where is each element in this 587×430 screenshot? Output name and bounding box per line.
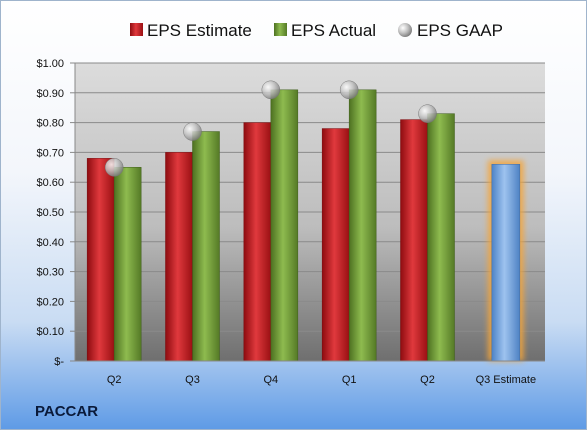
bar-eps-actual bbox=[427, 113, 455, 362]
bar-eps-estimate bbox=[321, 128, 350, 362]
y-axis: $- $0.10 $0.20 $0.30 $0.40 $0.50 $0.60 $0.70 $0.… bbox=[36, 58, 76, 368]
company-name: PACCAR bbox=[35, 403, 99, 420]
y-tick-label: $0.80 bbox=[36, 118, 64, 130]
legend: EPS Estimate EPS Actual EPS GAAP bbox=[130, 21, 503, 40]
legend-swatch-estimate bbox=[130, 23, 143, 36]
y-tick-label: $0.40 bbox=[36, 237, 64, 249]
y-tick-label: $0.70 bbox=[36, 147, 64, 159]
bar-eps-actual bbox=[348, 89, 377, 362]
legend-swatch-actual bbox=[274, 23, 287, 36]
legend-swatch-gaap bbox=[398, 23, 412, 37]
x-tick-label: Q3 bbox=[185, 374, 200, 386]
y-tick-label: $0.20 bbox=[36, 296, 64, 308]
legend-item-actual: EPS Actual bbox=[274, 21, 376, 40]
y-tick-label: $0.50 bbox=[36, 207, 64, 219]
y-tick-label: $0.60 bbox=[36, 177, 64, 189]
legend-item-gaap: EPS GAAP bbox=[398, 21, 503, 40]
bar-eps-estimate bbox=[243, 122, 272, 362]
y-tick-label: $1.00 bbox=[36, 58, 64, 70]
gaap-markers bbox=[104, 80, 437, 177]
y-tick-label: $0.30 bbox=[36, 267, 64, 279]
bar-eps-actual bbox=[113, 167, 142, 362]
bar-eps-estimate bbox=[400, 119, 428, 362]
y-tick-label: $0.90 bbox=[36, 88, 64, 100]
bar-eps-actual bbox=[192, 131, 220, 362]
bars bbox=[86, 89, 524, 362]
x-tick-label: Q4 bbox=[263, 374, 278, 386]
gridlines bbox=[75, 62, 545, 362]
x-tick-label: Q2 bbox=[107, 374, 122, 386]
bar-eps-actual bbox=[270, 89, 299, 362]
y-tick-label: $0.10 bbox=[36, 326, 64, 338]
marker-eps-gaap bbox=[339, 80, 359, 100]
marker-eps-gaap bbox=[418, 104, 437, 123]
y-tick-label: $- bbox=[54, 356, 64, 368]
x-axis: Q2 Q3 Q4 Q1 Q2 Q3 Estimate bbox=[75, 360, 545, 386]
x-tick-label: Q3 Estimate bbox=[476, 374, 537, 386]
marker-eps-gaap bbox=[183, 122, 202, 141]
bar-eps-estimate bbox=[86, 158, 115, 362]
x-tick-label: Q2 bbox=[420, 374, 435, 386]
x-tick-label: Q1 bbox=[342, 374, 357, 386]
bar-eps-forecast bbox=[491, 164, 521, 362]
legend-label-estimate: EPS Estimate bbox=[147, 21, 252, 40]
legend-label-gaap: EPS GAAP bbox=[417, 21, 503, 40]
bar-eps-estimate bbox=[165, 152, 193, 362]
legend-item-estimate: EPS Estimate bbox=[130, 21, 252, 40]
marker-eps-gaap bbox=[261, 80, 281, 100]
marker-eps-gaap bbox=[104, 158, 124, 177]
legend-label-actual: EPS Actual bbox=[291, 21, 376, 40]
